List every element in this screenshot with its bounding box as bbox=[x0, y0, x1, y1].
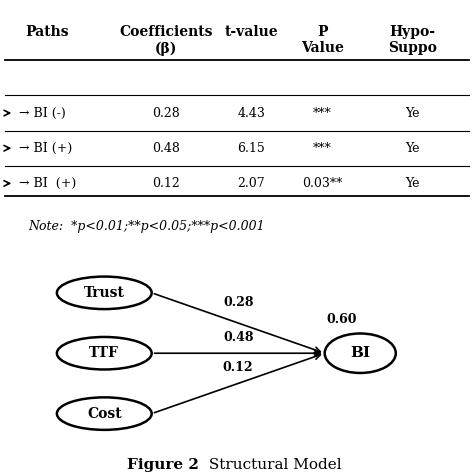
Text: 0.12: 0.12 bbox=[152, 177, 180, 190]
Text: BI: BI bbox=[350, 346, 370, 360]
Text: 6.15: 6.15 bbox=[237, 142, 265, 155]
Text: Ye: Ye bbox=[405, 107, 419, 119]
Text: Paths: Paths bbox=[26, 25, 69, 39]
Text: 0.28: 0.28 bbox=[223, 296, 254, 309]
Text: 0.28: 0.28 bbox=[152, 107, 180, 119]
Text: 4.43: 4.43 bbox=[237, 107, 265, 119]
Text: 0.48: 0.48 bbox=[152, 142, 180, 155]
Text: TTF: TTF bbox=[89, 346, 119, 360]
Text: Hypo-
Suppo: Hypo- Suppo bbox=[388, 25, 437, 55]
Text: ***: *** bbox=[313, 107, 332, 119]
Text: 0.12: 0.12 bbox=[223, 361, 254, 374]
Text: → BI (-): → BI (-) bbox=[19, 107, 66, 119]
Text: 0.48: 0.48 bbox=[223, 331, 254, 344]
Text: 0.03**: 0.03** bbox=[302, 177, 343, 190]
Text: Ye: Ye bbox=[405, 177, 419, 190]
Text: → BI  (+): → BI (+) bbox=[19, 177, 76, 190]
Text: Trust: Trust bbox=[84, 286, 125, 300]
Text: Ye: Ye bbox=[405, 142, 419, 155]
Text: Figure 2: Figure 2 bbox=[127, 458, 199, 472]
Text: Structural Model: Structural Model bbox=[204, 458, 341, 472]
Text: → BI (+): → BI (+) bbox=[19, 142, 72, 155]
Text: 0.60: 0.60 bbox=[326, 313, 356, 326]
Text: Note:  *p<0.01;**p<0.05;***p<0.001: Note: *p<0.01;**p<0.05;***p<0.001 bbox=[28, 219, 265, 233]
Text: P
Value: P Value bbox=[301, 25, 344, 55]
Text: Coefficients
(β): Coefficients (β) bbox=[119, 25, 213, 56]
Text: ***: *** bbox=[313, 142, 332, 155]
Text: Cost: Cost bbox=[87, 407, 122, 420]
Text: t-value: t-value bbox=[224, 25, 278, 39]
Text: 2.07: 2.07 bbox=[237, 177, 265, 190]
